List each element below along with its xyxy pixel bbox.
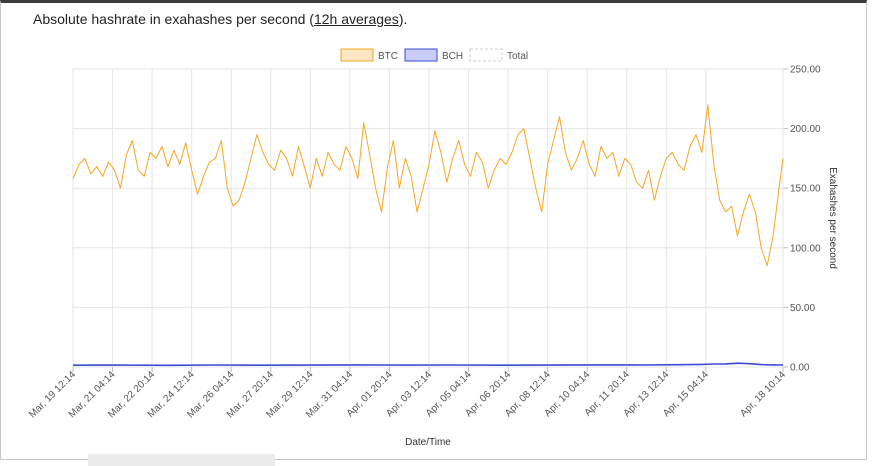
series-line-bch	[72, 362, 784, 367]
legend-btc-swatch[interactable]	[340, 48, 374, 62]
series-lines	[72, 104, 784, 367]
legend-btc-label[interactable]: BTC	[378, 51, 398, 62]
y-axis-title: Exahashes per second	[827, 167, 838, 269]
y-tick-label: 100.00	[790, 243, 821, 254]
y-tick-label: 200.00	[790, 124, 821, 135]
chart-title: Absolute hashrate in exahashes per secon…	[33, 11, 407, 27]
title-prefix: Absolute hashrate in exahashes per secon…	[33, 11, 314, 27]
y-tick-label: 250.00	[790, 65, 821, 76]
legend-total-swatch[interactable]	[469, 48, 503, 62]
grid-lines	[72, 68, 788, 372]
averages-link[interactable]: 12h averages	[313, 11, 399, 27]
x-axis-title: Date/Time	[405, 437, 451, 448]
legend-bch-label[interactable]: BCH	[442, 51, 463, 62]
title-suffix: ).	[398, 11, 408, 27]
y-tick-label: 150.00	[790, 184, 821, 195]
y-tick-labels: 0.00 50.00 100.00 150.00 200.00 250.00	[790, 65, 821, 374]
scrollbar-track[interactable]	[88, 454, 275, 466]
legend: BTC BCH Total	[340, 48, 528, 62]
legend-total-label[interactable]: Total	[507, 51, 528, 62]
series-line-btc	[72, 104, 784, 267]
x-tick-label: Apr, 18 10:14	[738, 369, 788, 419]
y-tick-label: 50.00	[790, 303, 815, 314]
legend-bch-swatch[interactable]	[404, 48, 438, 62]
y-tick-label: 0.00	[790, 363, 810, 374]
